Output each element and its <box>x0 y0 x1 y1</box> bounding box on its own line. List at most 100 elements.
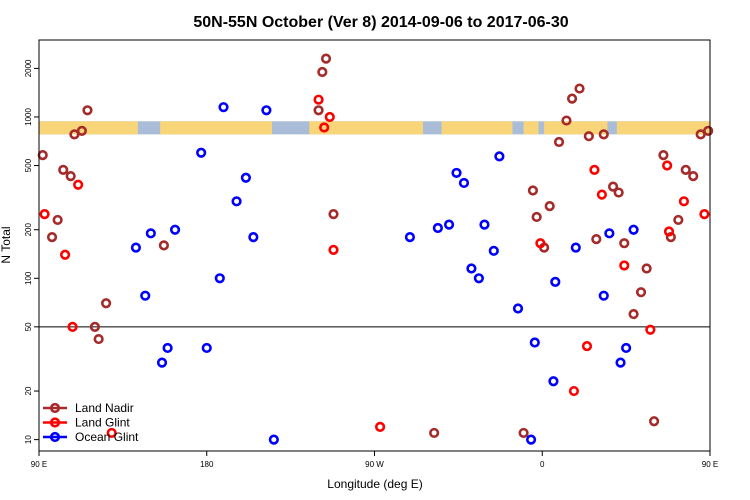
data-point <box>581 340 593 352</box>
data-point <box>374 421 386 432</box>
data-point <box>82 105 93 116</box>
data-point <box>466 263 477 274</box>
x-tick-label: 180 <box>200 460 214 469</box>
data-point <box>76 125 87 136</box>
data-point <box>665 232 676 243</box>
series-ocean-glint <box>130 102 639 445</box>
data-point <box>678 196 690 207</box>
data-point <box>73 179 84 190</box>
data-point <box>494 151 505 162</box>
data-point <box>196 147 207 158</box>
data-point <box>328 244 339 255</box>
data-band <box>39 121 710 135</box>
data-point <box>574 83 585 94</box>
data-point <box>688 170 699 182</box>
data-point <box>680 164 691 175</box>
data-point <box>313 105 324 116</box>
data-point <box>488 245 499 256</box>
data-point <box>100 298 112 309</box>
series-land-nadir <box>37 53 714 439</box>
data-point <box>313 94 324 105</box>
data-point <box>658 150 669 161</box>
band-land-segment <box>309 121 423 135</box>
band-land-segment <box>39 121 138 135</box>
data-point <box>566 93 578 104</box>
band-land-segment <box>544 121 608 135</box>
data-point <box>613 187 624 198</box>
data-point <box>662 160 673 171</box>
data-point <box>615 357 626 368</box>
data-point <box>635 287 647 298</box>
data-point <box>512 303 524 314</box>
y-tick-label: 2000 <box>24 59 33 77</box>
data-point <box>67 321 78 332</box>
band-land-segment <box>160 121 272 135</box>
y-tick-label: 1000 <box>24 108 33 126</box>
series-land-glint <box>39 94 710 439</box>
legend-item: Land Nadir <box>43 401 134 415</box>
legend-label: Ocean Glint <box>75 430 139 444</box>
data-point <box>699 208 710 220</box>
data-point <box>432 222 443 234</box>
data-point <box>248 232 259 243</box>
data-point <box>529 337 540 348</box>
data-point <box>320 53 332 64</box>
data-point <box>261 105 272 116</box>
data-point <box>673 214 684 226</box>
x-tick-label: 0 <box>540 460 545 469</box>
data-point <box>214 273 225 284</box>
data-point <box>39 208 50 220</box>
data-point <box>106 427 117 439</box>
data-point <box>570 242 581 253</box>
data-point <box>443 219 455 230</box>
data-point <box>703 125 714 136</box>
data-point <box>65 170 76 182</box>
data-point <box>648 416 660 427</box>
data-point <box>240 172 251 183</box>
data-point <box>607 181 619 192</box>
data-point <box>518 427 529 439</box>
y-tick-label: 50 <box>24 322 33 331</box>
x-tick-label: 90 W <box>365 460 384 469</box>
data-point <box>268 434 279 445</box>
data-point <box>561 115 572 126</box>
data-point <box>531 211 542 223</box>
data-point <box>169 224 181 235</box>
data-point <box>328 208 339 220</box>
legend-marker <box>49 417 61 428</box>
data-point <box>589 164 600 175</box>
chart-title: 50N-55N October (Ver 8) 2014-09-06 to 20… <box>193 14 568 31</box>
y-tick-label: 100 <box>24 271 33 285</box>
legend-marker <box>49 431 61 443</box>
band-land-segment <box>616 121 710 135</box>
data-point <box>596 189 607 200</box>
data-point <box>37 150 48 161</box>
data-point <box>619 260 630 271</box>
data-point <box>162 342 173 354</box>
y-tick-label: 10 <box>24 435 33 444</box>
data-point <box>317 66 328 78</box>
y-axis-label: N Total <box>0 226 13 263</box>
data-point <box>527 185 539 196</box>
data-point <box>451 167 462 179</box>
data-point <box>429 427 440 439</box>
data-points <box>37 53 714 445</box>
data-point <box>525 434 537 445</box>
data-point <box>604 228 615 239</box>
data-point <box>591 233 602 245</box>
data-point <box>583 131 594 142</box>
data-point <box>621 342 632 354</box>
data-point <box>479 219 490 230</box>
data-point <box>628 224 639 235</box>
data-point <box>319 122 330 133</box>
y-tick-label: 20 <box>24 386 33 395</box>
legend-item: Land Glint <box>43 416 130 430</box>
data-point <box>548 376 559 387</box>
data-point <box>404 232 416 243</box>
data-point <box>553 136 565 148</box>
y-axis: 10 20 50 100 200 500 1000 2000 <box>24 59 39 444</box>
data-point <box>544 201 555 212</box>
data-point <box>93 333 104 345</box>
